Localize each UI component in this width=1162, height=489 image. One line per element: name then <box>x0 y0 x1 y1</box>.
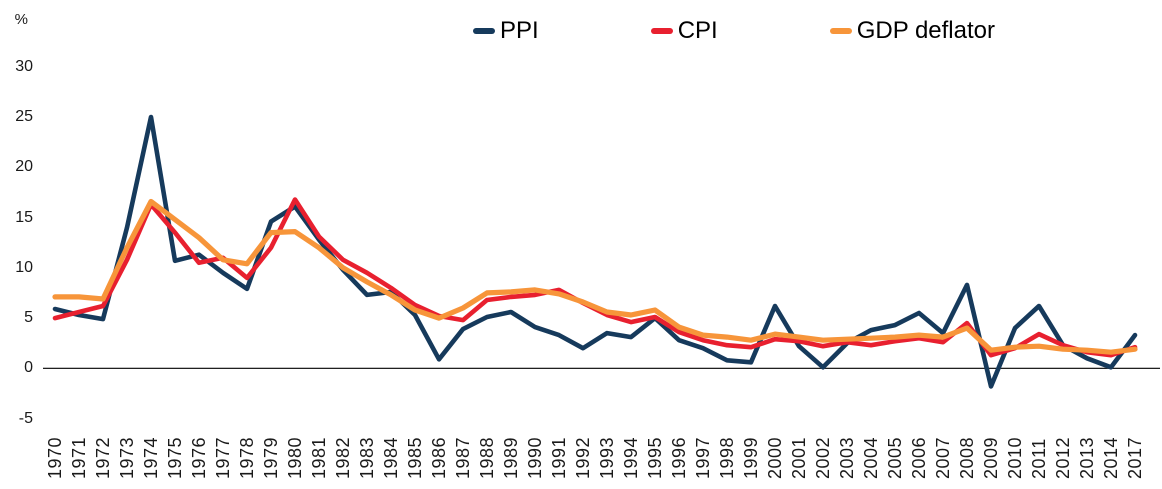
x-tick-label: 1979 <box>261 436 281 479</box>
ppi-line-marker-icon <box>473 28 495 34</box>
x-tick-label: 1972 <box>93 436 113 479</box>
x-tick-label: 2014 <box>1101 436 1121 479</box>
x-tick-label: 1973 <box>117 436 137 479</box>
y-tick-label: 0 <box>24 359 33 377</box>
x-tick-label: 2007 <box>933 436 953 479</box>
x-tick-label: 1971 <box>69 436 89 479</box>
x-tick-label: 1990 <box>525 436 545 479</box>
x-tick-label: 2005 <box>885 436 905 479</box>
x-tick-label: 1977 <box>213 436 233 479</box>
legend-item-ppi: PPI <box>473 17 539 45</box>
x-tick-label: 1983 <box>357 436 377 479</box>
x-tick-label: 1975 <box>165 436 185 479</box>
x-tick-label: 1984 <box>381 436 401 479</box>
x-tick-label: 2003 <box>837 436 857 479</box>
x-tick-label: 1985 <box>405 436 425 479</box>
y-tick-label: 10 <box>15 258 33 276</box>
x-tick-label: 2017 <box>1125 436 1145 479</box>
y-tick-label: 15 <box>15 208 33 226</box>
x-tick-label: 1976 <box>189 436 209 479</box>
x-tick-label: 1995 <box>645 436 665 479</box>
x-tick-label: 1974 <box>141 436 161 479</box>
x-tick-label: 1987 <box>453 436 473 479</box>
y-tick-label: 30 <box>15 57 33 75</box>
x-tick-label: 1994 <box>621 436 641 479</box>
x-tick-label: 1989 <box>501 436 521 479</box>
x-tick-label: 2006 <box>909 436 929 479</box>
legend-item-cpi: CPI <box>650 17 718 45</box>
x-tick-label: 2010 <box>1005 436 1025 479</box>
x-tick-label: 1981 <box>309 436 329 479</box>
x-tick-label: 1970 <box>45 436 65 479</box>
legend-label-cpi: CPI <box>677 17 718 44</box>
y-tick-label: 5 <box>24 309 33 327</box>
x-tick-label: 1986 <box>429 436 449 479</box>
legend-item-gdp-deflator: GDP deflator <box>829 17 995 45</box>
series-line-ppi <box>52 114 1138 389</box>
x-tick-label: 1996 <box>669 436 689 479</box>
x-tick-label: 1997 <box>693 436 713 479</box>
x-tick-label: 1992 <box>573 436 593 479</box>
x-tick-label: 1980 <box>285 436 305 479</box>
legend-label-gdp-deflator: GDP deflator <box>856 17 995 44</box>
cpi-line-marker-icon <box>650 28 673 34</box>
y-tick-label: 25 <box>15 108 33 126</box>
legend: PPI CPI GDP deflator <box>473 17 995 45</box>
x-tick-label: 1978 <box>237 436 257 479</box>
x-tick-label: 2012 <box>1053 436 1073 479</box>
y-tick-label: 20 <box>15 158 33 176</box>
y-tick-label: -5 <box>18 409 33 427</box>
x-tick-label: 2009 <box>981 436 1001 479</box>
x-tick-label: 2002 <box>813 436 833 479</box>
x-tick-label: 2000 <box>765 436 785 479</box>
legend-label-ppi: PPI <box>500 17 539 44</box>
x-tick-label: 2011 <box>1029 438 1049 479</box>
x-tick-label: 2013 <box>1077 436 1097 479</box>
x-tick-label: 2004 <box>861 436 881 479</box>
x-tick-label: 2008 <box>957 436 977 479</box>
series-line-gdp-deflator <box>52 198 1138 355</box>
x-tick-label: 1998 <box>717 436 737 479</box>
x-tick-label: 1991 <box>549 436 569 479</box>
gdp-deflator-line-marker-icon <box>829 28 852 34</box>
x-tick-label: 1999 <box>741 436 761 479</box>
x-tick-label: 1988 <box>477 436 497 479</box>
x-tick-label: 2001 <box>789 436 809 479</box>
x-tick-label: 1982 <box>333 436 353 479</box>
y-axis-unit-label: % <box>14 11 28 28</box>
x-tick-label: 1993 <box>597 436 617 479</box>
